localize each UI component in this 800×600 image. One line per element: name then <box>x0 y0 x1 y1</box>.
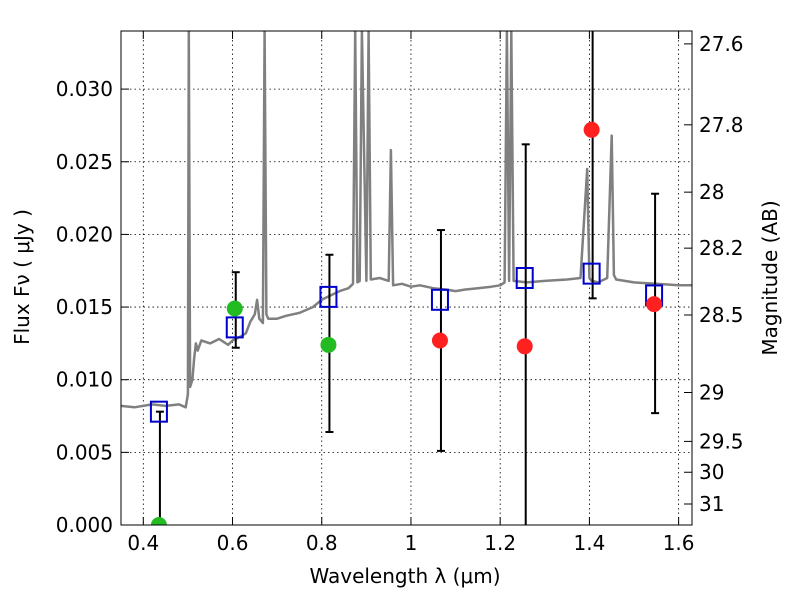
observed-point <box>431 332 448 349</box>
right-tick-label: 31 <box>699 492 724 516</box>
model-square <box>319 285 338 308</box>
y-tick-label: 0.020 <box>56 222 113 246</box>
y-tick-label: 0.030 <box>56 77 113 101</box>
spectrum-line <box>121 31 692 409</box>
right-tick-label: 30 <box>699 460 724 484</box>
y-tick-label: 0.000 <box>56 513 113 537</box>
right-tick-label: 28 <box>699 180 724 204</box>
right-tick-label: 29 <box>699 380 724 404</box>
right-tick-label: 27.6 <box>699 32 744 56</box>
right-axis-title: Magnitude (AB) <box>758 200 782 355</box>
y-tick-label: 0.025 <box>56 150 113 174</box>
x-tick-label: 0.6 <box>217 531 249 555</box>
x-tick-label: 1.4 <box>573 531 605 555</box>
model-square <box>582 262 601 285</box>
tick-layer: 0.4 0.6 0.8 1 1.2 1.4 1.6 0.000 0.005 0.010 0.015 0… <box>56 31 744 555</box>
right-tick-label: 28.5 <box>699 303 744 327</box>
plot-layer <box>121 31 692 525</box>
x-tick-label: 1.2 <box>484 531 516 555</box>
observed-point <box>583 121 600 138</box>
right-tick-label: 28.2 <box>699 236 744 260</box>
y-axis-title: Flux Fν ( μJy ) <box>10 209 34 345</box>
x-tick-label: 1 <box>405 531 418 555</box>
model-square <box>225 316 244 339</box>
x-tick-label: 1.6 <box>663 531 695 555</box>
model-square <box>515 267 534 289</box>
observed-point <box>226 300 243 317</box>
y-tick-label: 0.005 <box>56 440 113 464</box>
y-tick-label: 0.010 <box>56 368 113 392</box>
right-tick-label: 29.5 <box>699 429 744 453</box>
observed-point <box>516 338 533 355</box>
right-tick-label: 27.8 <box>699 113 744 137</box>
observed-point <box>646 296 663 313</box>
observed-point <box>320 336 337 353</box>
model-square <box>149 400 168 423</box>
plot-frame <box>120 30 693 526</box>
model-square <box>430 288 449 311</box>
y-tick-label: 0.015 <box>56 295 113 319</box>
x-tick-label: 0.8 <box>306 531 338 555</box>
x-tick-label: 0.4 <box>127 531 159 555</box>
x-axis-title: Wavelength λ (μm) <box>309 564 500 588</box>
observed-point <box>150 517 167 525</box>
